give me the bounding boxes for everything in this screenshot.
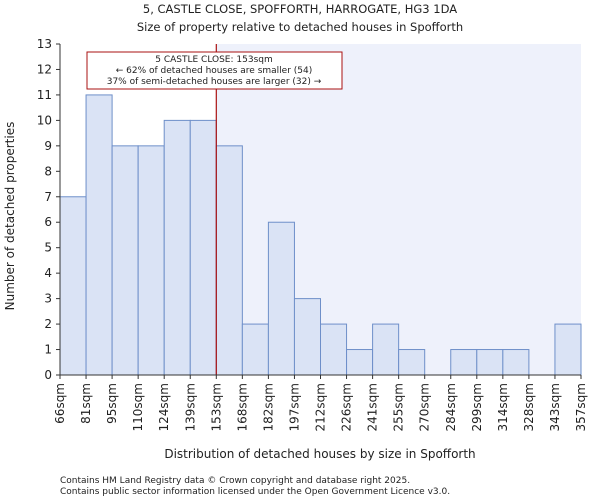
bar-255sqm [398, 349, 426, 376]
x-tick-label-343sqm: 343sqm [548, 383, 562, 431]
footer-line1: Contains HM Land Registry data © Crown c… [60, 476, 410, 486]
annotation-line2: 37% of semi-detached houses are larger (… [107, 77, 322, 87]
y-tick-label: 10 [37, 113, 52, 127]
x-tick-label-139sqm: 139sqm [183, 383, 197, 431]
y-tick-label: 4 [44, 266, 52, 280]
bar-66sqm [59, 196, 87, 376]
y-tick-label: 13 [37, 37, 52, 51]
x-tick-label-81sqm: 81sqm [79, 383, 93, 424]
y-tick-label: 2 [44, 317, 52, 331]
x-tick-label-212sqm: 212sqm [314, 383, 328, 431]
y-tick-label: 1 [44, 343, 52, 357]
x-tick-label-255sqm: 255sqm [392, 383, 406, 431]
y-tick-label: 8 [44, 164, 52, 178]
x-tick-label-299sqm: 299sqm [470, 383, 484, 431]
y-tick-label: 0 [44, 368, 52, 382]
bar-124sqm [163, 119, 191, 376]
x-tick-label-95sqm: 95sqm [105, 383, 119, 424]
x-tick-label-124sqm: 124sqm [157, 383, 171, 431]
footer-line2: Contains public sector information licen… [60, 487, 450, 497]
y-tick-label: 9 [44, 139, 52, 153]
bar-241sqm [372, 323, 400, 376]
chart-subtitle: Size of property relative to detached ho… [137, 20, 463, 34]
bar-139sqm [189, 119, 217, 376]
annotation-box: 5 CASTLE CLOSE: 153sqm ← 62% of detached… [86, 51, 343, 90]
bar-168sqm [241, 323, 269, 376]
y-tick-label: 12 [37, 62, 52, 76]
x-tick-label-357sqm: 357sqm [574, 383, 588, 431]
x-tick-label-314sqm: 314sqm [496, 383, 510, 431]
annotation-title: 5 CASTLE CLOSE: 153sqm [155, 55, 273, 65]
x-tick-label-197sqm: 197sqm [287, 383, 301, 431]
bar-226sqm [346, 349, 374, 376]
x-tick-label-153sqm: 153sqm [209, 383, 223, 431]
bar-182sqm [267, 221, 295, 376]
chart-title: 5, CASTLE CLOSE, SPOFFORTH, HARROGATE, H… [143, 2, 457, 16]
x-axis-label: Distribution of detached houses by size … [164, 447, 475, 461]
x-tick-label-284sqm: 284sqm [444, 383, 458, 431]
bar-299sqm [476, 349, 504, 376]
x-tick-label-182sqm: 182sqm [261, 383, 275, 431]
y-axis-label: Number of detached properties [3, 122, 17, 311]
bars-group [59, 94, 582, 376]
y-tick-label: 7 [44, 190, 52, 204]
y-tick-label: 5 [44, 241, 52, 255]
x-axis: 66sqm 81sqm 95sqm 110sqm 124sqm 139sqm 153sqm 1… [53, 374, 588, 431]
bar-284sqm [450, 349, 478, 376]
x-tick-label-226sqm: 226sqm [340, 383, 354, 431]
bar-153sqm [215, 145, 243, 376]
bar-314sqm [502, 349, 530, 376]
bar-110sqm [137, 145, 165, 376]
bar-197sqm [293, 298, 322, 376]
x-tick-label-66sqm: 66sqm [53, 383, 67, 424]
x-tick-label-168sqm: 168sqm [235, 383, 249, 431]
annotation-border [86, 51, 343, 90]
x-tick-label-270sqm: 270sqm [418, 383, 432, 431]
x-tick-label-241sqm: 241sqm [366, 383, 380, 431]
y-tick-label: 11 [37, 88, 52, 102]
y-tick-label: 6 [44, 215, 52, 229]
bar-343sqm [554, 323, 582, 376]
y-tick-label: 3 [44, 292, 52, 306]
bar-81sqm [85, 94, 113, 376]
annotation-line1: ← 62% of detached houses are smaller (54… [116, 66, 313, 76]
x-tick-label-328sqm: 328sqm [522, 383, 536, 431]
bar-212sqm [320, 323, 348, 376]
x-tick-label-110sqm: 110sqm [131, 383, 145, 431]
bar-95sqm [111, 145, 139, 376]
